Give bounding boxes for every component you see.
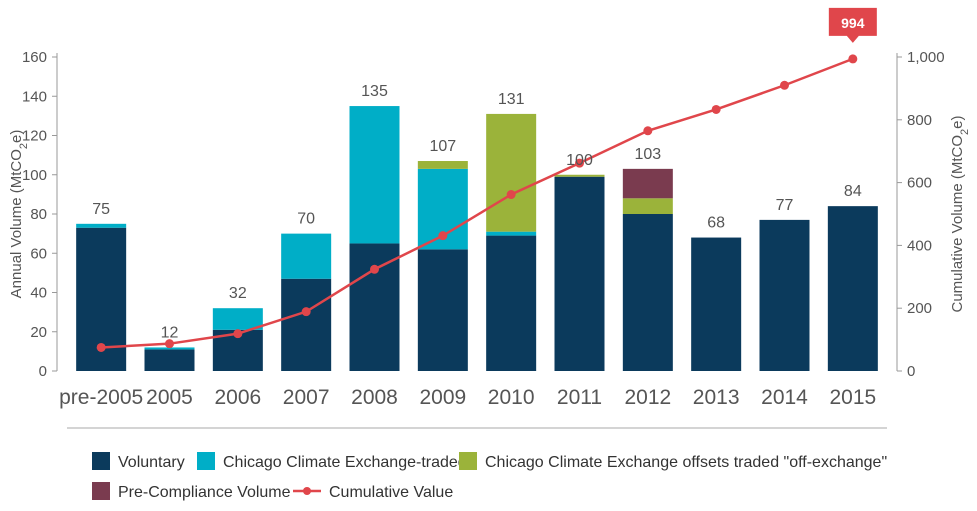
bar-2007-series-1 [281, 233, 332, 279]
category-label: 2008 [351, 386, 398, 409]
category-label: 2010 [488, 386, 535, 409]
bar-2013-series-0 [691, 237, 742, 371]
right-axis-tick-label: 800 [907, 112, 932, 129]
legend-line-marker [303, 487, 311, 495]
cumulative-point [643, 126, 653, 136]
legend-label: Voluntary [118, 454, 185, 471]
category-label: 2015 [829, 386, 876, 409]
legend-label: Chicago Climate Exchange-traded [223, 454, 467, 471]
left-axis-tick-label: 40 [30, 285, 47, 302]
cumulative-point [96, 342, 106, 352]
bar-total-label: 131 [498, 91, 525, 108]
category-label: 2011 [557, 386, 602, 409]
right-axis-tick-label: 400 [907, 237, 932, 254]
legend-swatch [92, 482, 110, 500]
category-label: 2012 [624, 386, 671, 409]
legend-swatch [92, 452, 110, 470]
left-axis-tick-label: 0 [39, 363, 47, 380]
line-layer [96, 54, 858, 352]
cumulative-line [101, 57, 854, 349]
cumulative-point [506, 190, 516, 200]
bar-2011-series-2 [554, 174, 605, 177]
legend: Voluntary Chicago Climate Exchange-traded… [67, 427, 887, 501]
cumulative-point [780, 80, 789, 90]
labels-layer: 75 pre-2005 12 2005 32 2006 70 2007 135 2008 107 20… [59, 7, 877, 409]
cumulative-point [848, 54, 858, 64]
cumulative-point [370, 264, 379, 274]
legend-label: Cumulative Value [329, 484, 453, 501]
bar-pre-2005-series-1 [76, 223, 127, 228]
bar-2015-series-0 [827, 206, 878, 371]
callout-badge: 994 [828, 7, 877, 43]
category-label: 2005 [146, 386, 193, 409]
bar-total-label: 77 [776, 197, 794, 214]
right-axis-title: Cumulative Volume (MtCO2e) [949, 115, 971, 312]
bar-2008-series-1 [349, 106, 400, 244]
cumulative-point [233, 329, 243, 339]
cumulative-point [711, 104, 721, 114]
bar-total-label: 12 [161, 324, 179, 341]
cumulative-point [301, 307, 311, 317]
callout-value: 994 [841, 15, 865, 31]
bars-layer [76, 106, 878, 371]
bar-2012-series-0 [622, 214, 673, 371]
bar-total-label: 70 [297, 211, 315, 228]
legend-label: Pre-Compliance Volume [118, 484, 291, 501]
left-axis-tick-label: 140 [22, 88, 47, 105]
cumulative-point [575, 158, 584, 168]
bar-total-label: 103 [634, 146, 661, 163]
bar-2006-series-1 [212, 308, 263, 330]
bar-2009-series-2 [417, 161, 468, 169]
bar-total-label: 107 [429, 138, 456, 155]
left-axis-tick-label: 160 [22, 49, 47, 66]
left-axis-tick-label: 120 [22, 128, 47, 145]
right-axis-tick-label: 600 [907, 175, 932, 192]
bar-2010-series-2 [486, 113, 537, 232]
axes-layer: 0 20 40 60 80 100 120 140 160 0 200 400 600 800 1,000 A… [8, 49, 971, 380]
bar-2008-series-0 [349, 243, 400, 371]
bar-2009-series-0 [417, 249, 468, 371]
left-axis-tick-label: 100 [22, 167, 47, 184]
bar-2007-series-0 [281, 278, 332, 371]
bar-2005-series-0 [144, 349, 195, 371]
category-label: 2014 [761, 386, 808, 409]
callout-shape [828, 7, 877, 43]
cumulative-point [165, 339, 174, 349]
bar-2014-series-0 [759, 219, 810, 371]
bar-2012-series-3 [622, 168, 673, 199]
category-label: 2013 [693, 386, 740, 409]
category-label: 2007 [283, 386, 330, 409]
bar-total-label: 84 [844, 183, 862, 200]
bar-total-label: 68 [707, 215, 725, 232]
bar-2011-series-0 [554, 176, 605, 371]
right-axis-tick-label: 200 [907, 300, 932, 317]
left-axis-tick-label: 80 [30, 206, 47, 223]
bar-2010-series-1 [486, 231, 537, 236]
left-axis-tick-label: 20 [30, 324, 47, 341]
category-label: 2009 [419, 386, 466, 409]
legend-swatch [197, 452, 215, 470]
left-axis-title: Annual Volume (MtCO2e) [8, 130, 30, 299]
bar-total-label: 135 [361, 83, 388, 100]
bar-total-label: 32 [229, 285, 247, 302]
category-label: 2006 [214, 386, 261, 409]
bar-total-label: 75 [92, 201, 110, 218]
legend-label: Chicago Climate Exchange offsets traded … [485, 454, 887, 471]
bar-2010-series-0 [486, 235, 537, 371]
right-axis-tick-label: 1,000 [907, 49, 945, 66]
bar-total-label: 100 [566, 152, 593, 169]
category-label: pre-2005 [59, 386, 143, 409]
bar-2012-series-2 [622, 198, 673, 214]
right-axis-tick-label: 0 [907, 363, 915, 380]
left-axis-tick-label: 60 [30, 245, 47, 262]
bar-2005-series-1 [144, 347, 195, 350]
cumulative-point [438, 231, 448, 241]
legend-swatch [459, 452, 477, 470]
